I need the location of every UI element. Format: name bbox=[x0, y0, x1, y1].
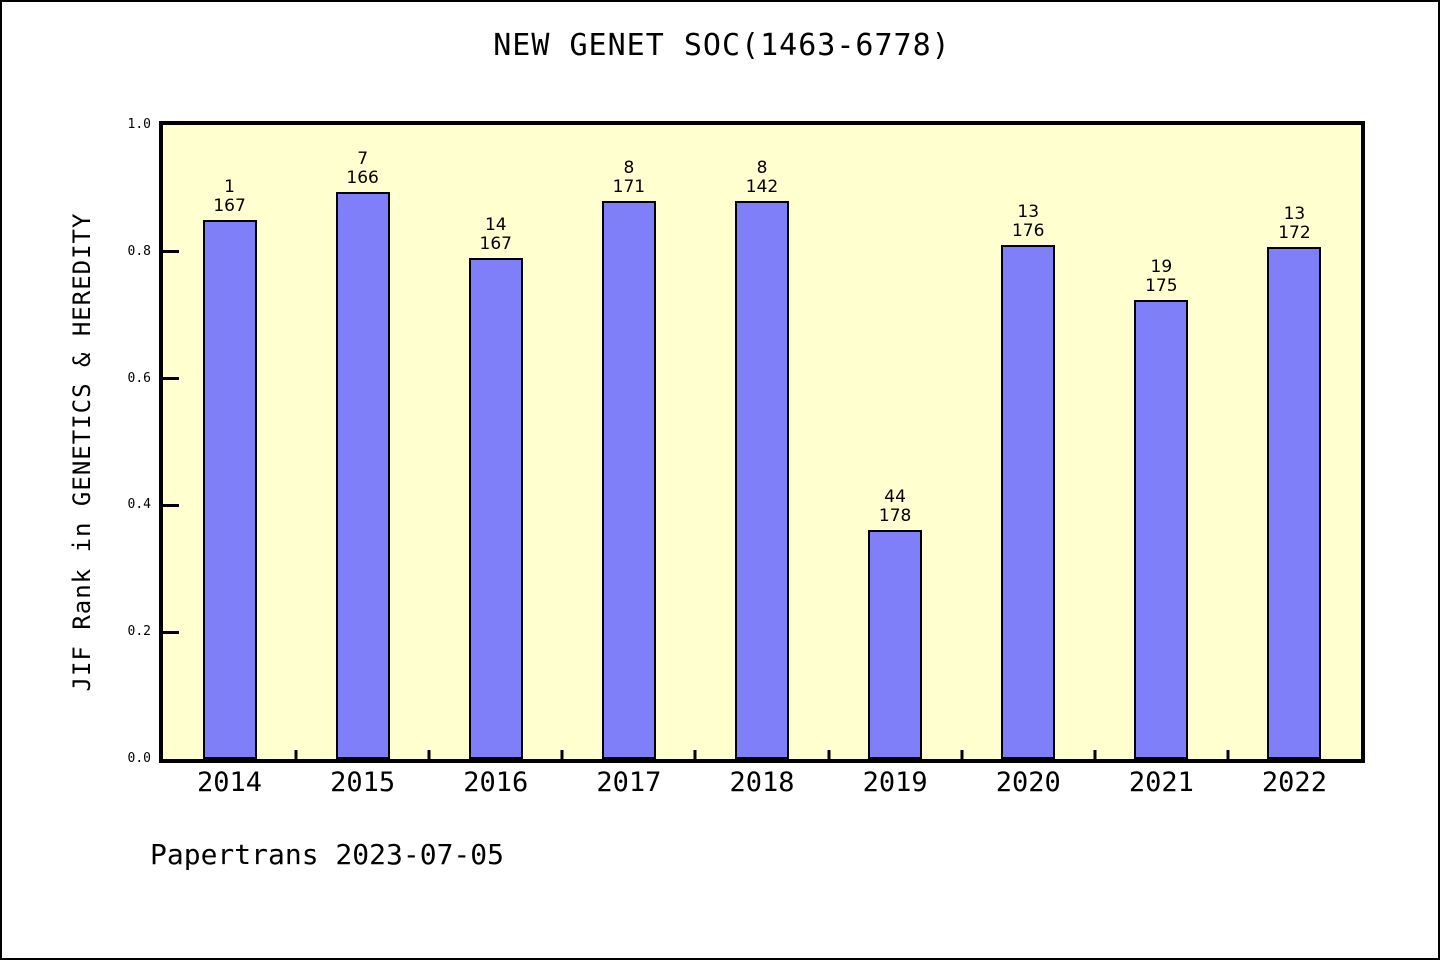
x-tick-label-2020: 2020 bbox=[995, 767, 1061, 798]
x-tick-label-2019: 2019 bbox=[862, 767, 928, 798]
x-tick-label-2016: 2016 bbox=[463, 767, 529, 798]
x-boundary-tick bbox=[1226, 750, 1230, 759]
x-boundary-tick bbox=[693, 750, 697, 759]
x-tick-label-2018: 2018 bbox=[729, 767, 795, 798]
x-tick-label-2022: 2022 bbox=[1261, 767, 1327, 798]
y-tick-mark bbox=[163, 503, 179, 507]
bar-value-label-2019: 44 178 bbox=[878, 487, 912, 526]
x-tick-label-2021: 2021 bbox=[1128, 767, 1194, 798]
y-tick-label: 0.0 bbox=[127, 751, 151, 766]
y-tick-label: 0.6 bbox=[127, 370, 151, 386]
bar-value-label-2021: 19 175 bbox=[1145, 257, 1178, 296]
x-boundary-tick bbox=[960, 750, 964, 759]
bar-2018 bbox=[735, 201, 789, 759]
bar-2021 bbox=[1134, 300, 1189, 759]
bar-value-label-2017: 8 171 bbox=[612, 158, 646, 197]
bar-value-label-2018: 8 142 bbox=[745, 158, 779, 197]
y-tick-label: 1.0 bbox=[127, 117, 151, 132]
bar-2022 bbox=[1267, 247, 1322, 759]
bar-value-label-2014: 1 167 bbox=[213, 177, 246, 216]
chart-title: NEW GENET SOC(1463-6778) bbox=[493, 28, 951, 63]
bar-value-label-2020: 13 176 bbox=[1011, 202, 1045, 241]
bar-2016 bbox=[468, 258, 523, 759]
y-axis-title: JIF Rank in GENETICS & HEREDITY bbox=[68, 212, 96, 692]
y-tick-label: 0.8 bbox=[127, 243, 151, 259]
x-boundary-tick bbox=[427, 750, 431, 759]
plot-area: 0.0 0.2 0.4 0.6 0.8 1.0 1 167 2014 7 166 2015 14 1… bbox=[128, 117, 1365, 798]
x-tick-label-2014: 2014 bbox=[197, 767, 263, 798]
y-tick-mark bbox=[163, 250, 179, 254]
bar-2014 bbox=[202, 220, 257, 759]
bar-value-label-2015: 7 166 bbox=[346, 149, 379, 188]
x-boundary-tick bbox=[827, 750, 831, 759]
x-boundary-tick bbox=[294, 750, 298, 759]
x-tick-label-2015: 2015 bbox=[330, 767, 396, 798]
x-boundary-tick bbox=[560, 750, 564, 759]
bar-2015 bbox=[335, 192, 390, 759]
y-tick-mark bbox=[163, 377, 179, 381]
bar-2017 bbox=[601, 201, 656, 759]
bar-2019 bbox=[868, 530, 923, 759]
footer-watermark: Papertrans 2023-07-05 bbox=[150, 838, 505, 871]
bar-2020 bbox=[1001, 245, 1056, 759]
x-tick-label-2017: 2017 bbox=[596, 767, 662, 798]
bar-value-label-2016: 14 167 bbox=[479, 215, 512, 254]
bar-value-label-2022: 13 172 bbox=[1278, 204, 1311, 243]
x-boundary-tick bbox=[1093, 750, 1097, 759]
y-tick-label: 0.2 bbox=[127, 624, 151, 640]
y-tick-label: 0.4 bbox=[127, 497, 151, 513]
y-tick-mark bbox=[163, 630, 179, 634]
